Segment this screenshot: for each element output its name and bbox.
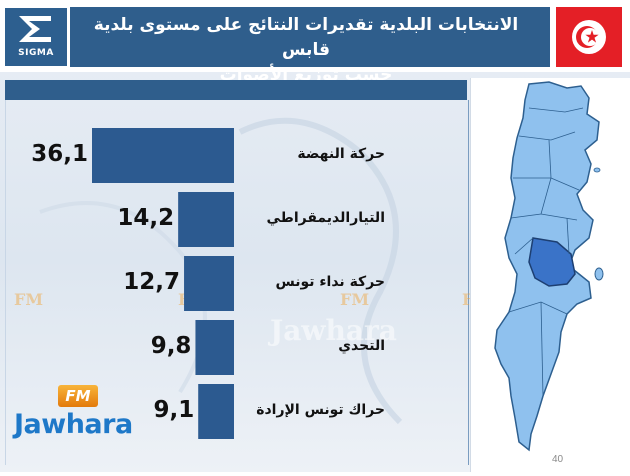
page-number: 40 — [552, 454, 564, 465]
sigma-symbol-icon — [19, 16, 51, 42]
bar-value-label: 36,1 — [31, 140, 88, 167]
sigma-logo: SIGMA — [5, 8, 67, 66]
title-band: الانتخابات البلدية تقديرات النتائج على م… — [70, 7, 550, 85]
category-label: التحدي — [338, 337, 385, 354]
category-label: التيارالديمقراطي — [266, 209, 385, 226]
bar-value-label: 12,7 — [123, 268, 181, 295]
bar-chart — [92, 128, 234, 439]
bar-5 — [198, 384, 234, 439]
jawhara-logo: Jawhara — [14, 409, 133, 440]
bar-3 — [184, 256, 234, 311]
chart-frame — [5, 100, 469, 465]
bar-4 — [195, 320, 234, 375]
bar-2 — [178, 192, 234, 247]
title-line-1: الانتخابات البلدية تقديرات النتائج على م… — [93, 15, 519, 60]
category-label: حراك تونس الإرادة — [256, 401, 385, 418]
watermark-fm: FM — [14, 290, 44, 309]
watermark-fm: FM — [340, 290, 370, 309]
category-label: حركة النهضة — [297, 145, 385, 162]
sigma-logo-text: SIGMA — [18, 48, 54, 58]
watermark-word: Jawhara — [270, 314, 397, 347]
chart-header-band — [5, 80, 467, 100]
bar-value-label: 9,1 — [153, 396, 195, 423]
header: SIGMA الانتخابات البلدية تقديرات النتائج… — [0, 0, 630, 85]
jawhara-fm-badge: FM — [58, 385, 98, 407]
tunisia-flag — [556, 7, 622, 67]
bar-1 — [92, 128, 234, 183]
tunisia-map-icon — [494, 81, 604, 452]
bar-value-label: 14,2 — [117, 204, 175, 231]
map-panel — [470, 78, 630, 472]
category-label: حركة نداء تونس — [275, 273, 385, 290]
tunisia-flag-icon — [572, 20, 606, 54]
bar-value-label: 9,8 — [150, 332, 192, 359]
